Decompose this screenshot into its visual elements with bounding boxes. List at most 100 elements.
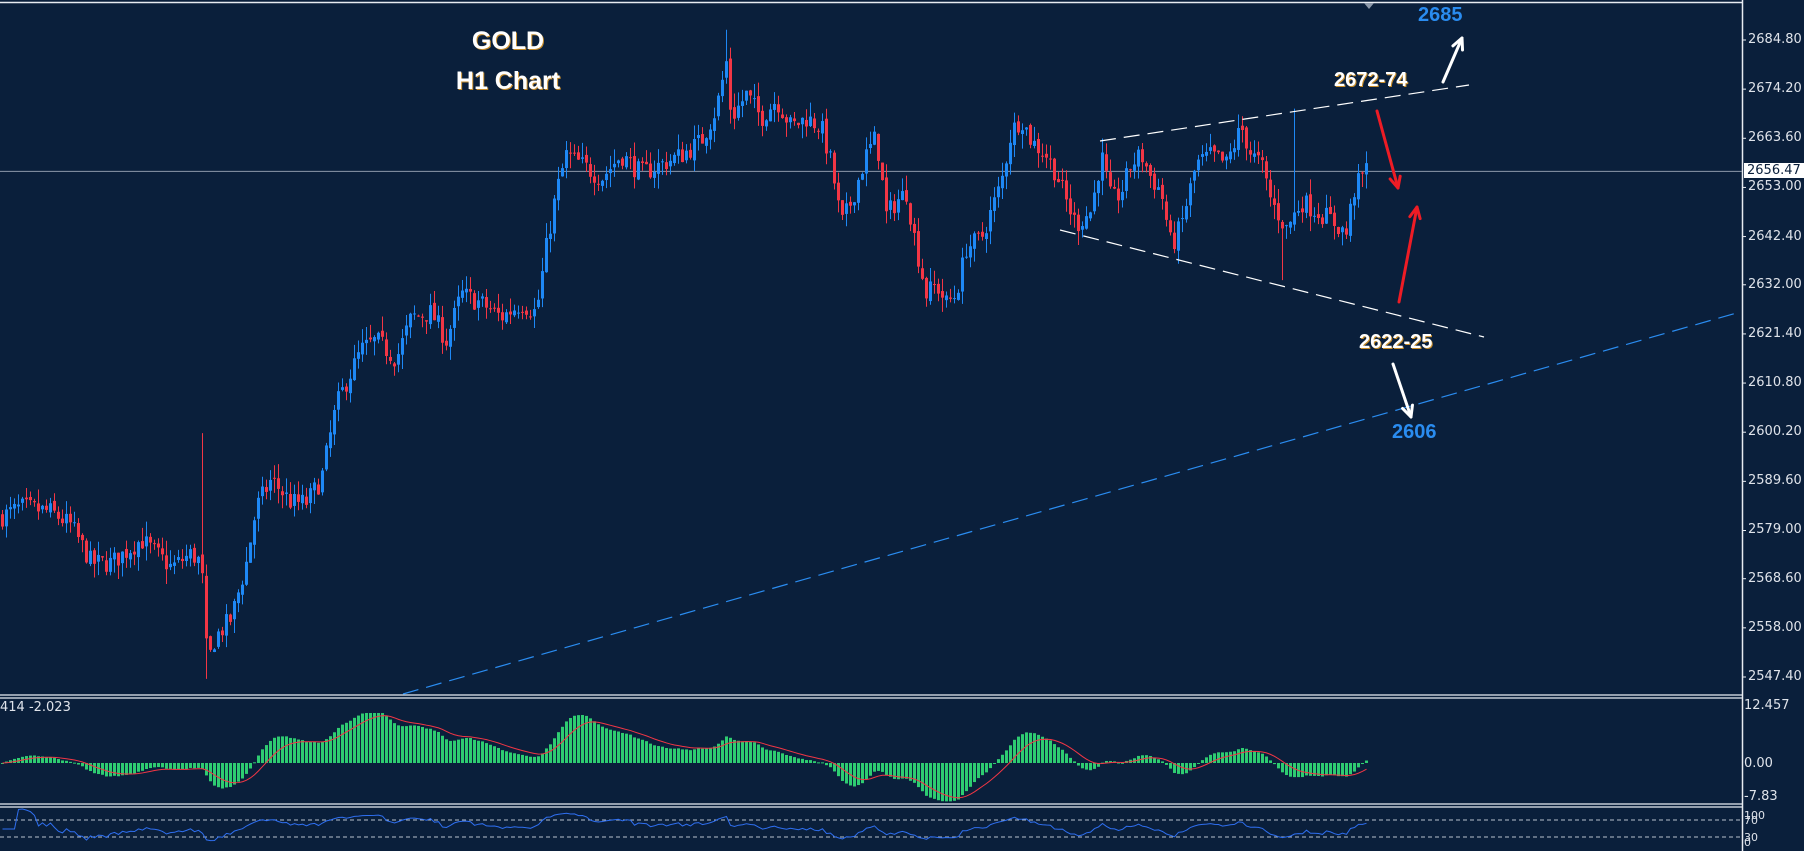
candle xyxy=(485,289,488,319)
candle xyxy=(1009,129,1012,175)
candle xyxy=(1285,224,1288,239)
candle xyxy=(173,555,176,575)
candle xyxy=(9,496,12,519)
candle xyxy=(585,146,588,172)
candle xyxy=(1309,179,1312,232)
candle xyxy=(777,95,780,122)
candle xyxy=(301,484,304,510)
candle xyxy=(1345,221,1348,240)
candle xyxy=(1053,157,1056,188)
candle xyxy=(1209,133,1212,155)
candle xyxy=(681,141,684,163)
candle xyxy=(849,196,852,214)
candle xyxy=(161,537,164,561)
candle xyxy=(725,29,728,84)
candle xyxy=(61,509,64,527)
candle xyxy=(525,306,528,320)
candle xyxy=(593,164,596,196)
candle xyxy=(561,163,564,177)
candle xyxy=(537,289,540,309)
candle xyxy=(649,152,652,179)
candle xyxy=(1253,140,1256,163)
candle xyxy=(885,164,888,224)
candle xyxy=(1101,138,1104,196)
candle xyxy=(409,312,412,339)
candle xyxy=(1081,221,1084,238)
candle xyxy=(1317,202,1320,225)
annotation-target-down: 2606 xyxy=(1392,421,1437,443)
price-axis-tick: 2558.00 xyxy=(1748,619,1802,635)
candle xyxy=(1277,188,1280,234)
candle xyxy=(437,305,440,329)
candle xyxy=(905,175,908,205)
candle xyxy=(229,613,232,626)
candle xyxy=(1069,184,1072,225)
candle xyxy=(45,499,48,513)
candle xyxy=(1193,169,1196,194)
candle xyxy=(417,314,420,317)
candle xyxy=(97,541,100,576)
candle xyxy=(901,178,904,201)
candle xyxy=(969,234,972,268)
candle xyxy=(93,548,96,578)
candle xyxy=(1041,143,1044,163)
candle xyxy=(1241,116,1244,143)
candle xyxy=(81,533,84,553)
candle xyxy=(1153,167,1156,199)
candle xyxy=(241,580,244,605)
candle xyxy=(829,149,832,159)
candle xyxy=(1321,213,1324,228)
candle xyxy=(1349,198,1352,242)
candle xyxy=(853,202,856,214)
price-axis-tick: 2579.00 xyxy=(1748,522,1802,538)
candle xyxy=(529,309,532,320)
candle xyxy=(157,538,160,557)
candle xyxy=(789,114,792,129)
candle xyxy=(369,324,372,343)
candle xyxy=(893,194,896,221)
candle xyxy=(289,482,292,510)
candle xyxy=(1157,178,1160,190)
candle xyxy=(397,343,400,373)
candle xyxy=(349,369,352,403)
annotation-resistance: 2672-74 xyxy=(1334,69,1408,91)
macd-axis-zero: 0.00 xyxy=(1744,756,1773,771)
candle xyxy=(249,542,252,563)
rsi-axis-70: 70 xyxy=(1744,814,1758,827)
candle xyxy=(837,172,840,213)
candle xyxy=(549,221,552,253)
candle xyxy=(69,506,72,533)
candle xyxy=(481,293,484,307)
candle xyxy=(745,90,748,106)
candle xyxy=(201,433,204,584)
candle xyxy=(1293,108,1296,231)
candle xyxy=(801,117,804,139)
candle xyxy=(297,481,300,511)
candle xyxy=(1281,220,1284,281)
candle xyxy=(1093,180,1096,215)
candle xyxy=(261,476,264,505)
candle xyxy=(21,496,24,511)
candle xyxy=(569,142,572,169)
candle xyxy=(185,544,188,567)
candle xyxy=(1249,141,1252,163)
candle xyxy=(521,305,524,320)
candle xyxy=(1185,198,1188,223)
candle xyxy=(973,231,976,262)
candle xyxy=(797,122,800,129)
candle xyxy=(641,157,644,171)
candle xyxy=(189,544,192,567)
candle xyxy=(557,166,560,211)
candle xyxy=(909,202,912,232)
candle xyxy=(1325,194,1328,225)
candle xyxy=(813,113,816,134)
candle xyxy=(445,328,448,351)
candle xyxy=(457,285,460,321)
candle xyxy=(873,126,876,146)
candle xyxy=(1161,178,1164,210)
candle xyxy=(1085,206,1088,230)
candle xyxy=(177,549,180,563)
candle xyxy=(453,300,456,341)
candle xyxy=(333,405,336,446)
